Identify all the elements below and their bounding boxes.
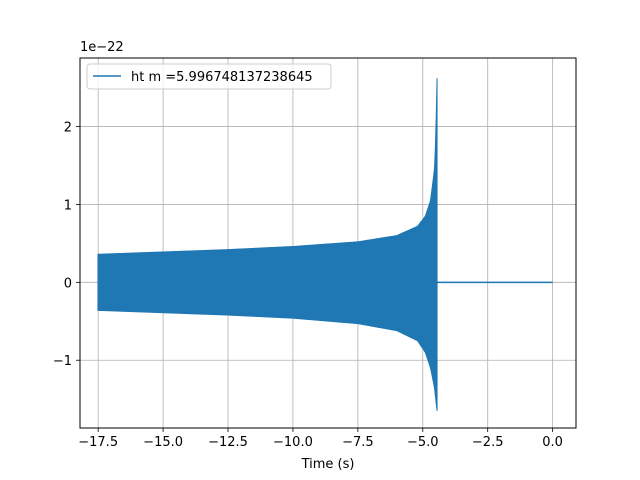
y-tick-label: 0 — [64, 276, 72, 291]
legend-label: ht m =5.996748137238645 — [131, 70, 313, 85]
y-offset-text: 1e−22 — [80, 40, 124, 55]
plot-frame — [79, 57, 577, 429]
x-tick-label: 0.0 — [542, 435, 563, 450]
x-tick-label: −12.5 — [208, 435, 248, 450]
legend-frame — [86, 63, 332, 90]
series-group — [97, 78, 553, 411]
y-tick-label: 2 — [64, 121, 72, 136]
series-waveform-envelope — [97, 78, 438, 411]
ticks: −17.5 −15.0 −12.5 −10.0 −7.5 −5.0 −2.5 0.0 −1 0 1 2 — [53, 121, 563, 450]
y-tick-label: −1 — [53, 354, 72, 369]
x-tick-label: −2.5 — [472, 435, 504, 450]
plot-area — [80, 58, 576, 428]
x-tick-label: −15.0 — [143, 435, 183, 450]
x-tick-label: −5.0 — [407, 435, 439, 450]
x-tick-label: −7.5 — [342, 435, 374, 450]
x-tick-label: −10.0 — [273, 435, 313, 450]
x-tick-label: −17.5 — [78, 435, 118, 450]
x-axis-label: Time (s) — [301, 457, 355, 472]
y-tick-label: 1 — [64, 198, 72, 213]
legend: ht m =5.996748137238645 — [86, 63, 332, 90]
